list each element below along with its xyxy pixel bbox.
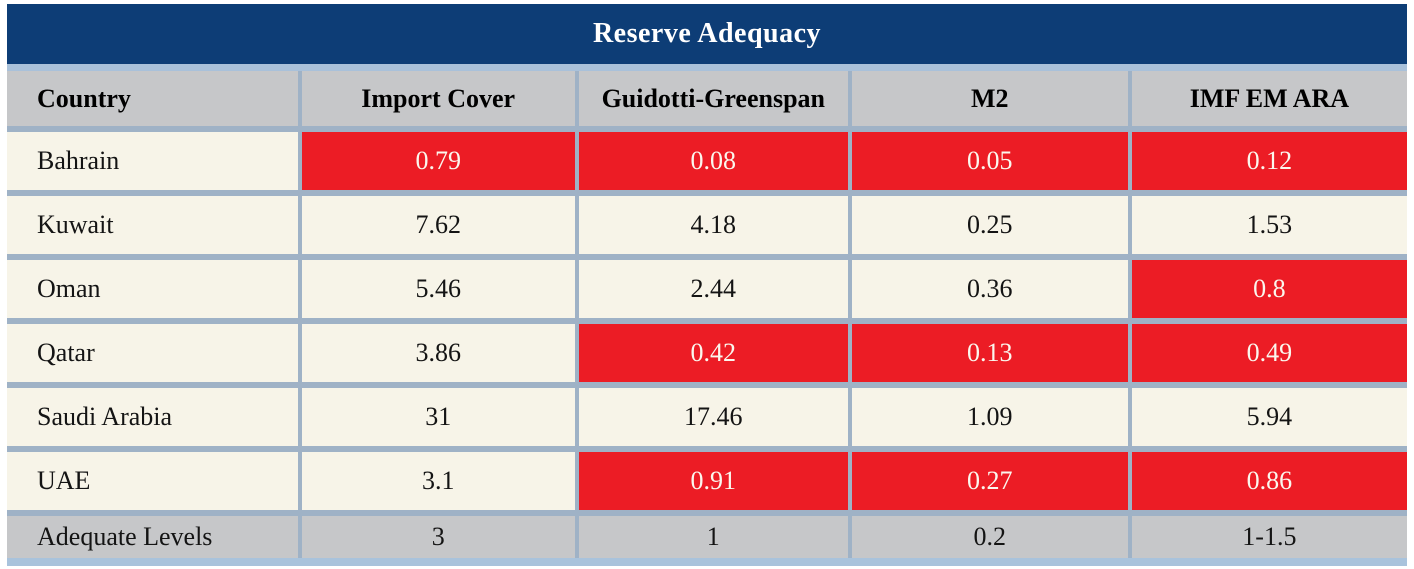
country-label-uae: UAE xyxy=(7,449,300,516)
cell-uae-imf-em-ara-alert: 0.86 xyxy=(1127,449,1407,516)
cell-kuwait-m2: 0.25 xyxy=(847,193,1130,260)
cell-oman-import-cover: 5.46 xyxy=(297,257,577,324)
column-header-m2: M2 xyxy=(847,71,1130,132)
country-label-saudi-arabia: Saudi Arabia xyxy=(7,385,300,452)
cell-oman-m2: 0.36 xyxy=(847,257,1130,324)
header-row: Country Import Cover Guidotti-Greenspan M2 I… xyxy=(7,71,1407,132)
table-title-bar: Reserve Adequacy xyxy=(7,4,1407,64)
cell-oman-imf-em-ara-alert: 0.8 xyxy=(1127,257,1407,324)
cell-bahrain-imf-em-ara-alert: 0.12 xyxy=(1127,129,1407,196)
adequate-levels-row: Adequate Levels 3 1 0.2 1-1.5 xyxy=(7,513,1407,566)
table-row-oman: Oman 5.46 2.44 0.36 0.8 xyxy=(7,257,1407,324)
table-row-saudi-arabia: Saudi Arabia 31 17.46 1.09 5.94 xyxy=(7,385,1407,452)
cell-kuwait-imf-em-ara: 1.53 xyxy=(1127,193,1407,260)
cell-qatar-guidotti-greenspan-alert: 0.42 xyxy=(574,321,850,388)
reserve-adequacy-table: Reserve Adequacy Country Import Cover Guid… xyxy=(7,4,1407,566)
column-header-country: Country xyxy=(7,71,300,132)
cell-saudi-arabia-guidotti-greenspan: 17.46 xyxy=(574,385,850,452)
data-table: Country Import Cover Guidotti-Greenspan M2 I… xyxy=(7,71,1407,566)
cell-qatar-m2-alert: 0.13 xyxy=(847,321,1130,388)
cell-uae-guidotti-greenspan-alert: 0.91 xyxy=(574,449,850,516)
country-label-kuwait: Kuwait xyxy=(7,193,300,260)
adequate-level-m2: 0.2 xyxy=(847,513,1130,566)
column-header-guidotti-greenspan: Guidotti-Greenspan xyxy=(574,71,850,132)
adequate-level-import-cover: 3 xyxy=(297,513,577,566)
column-header-import-cover: Import Cover xyxy=(297,71,577,132)
table-row-bahrain: Bahrain 0.79 0.08 0.05 0.12 xyxy=(7,129,1407,196)
table-row-uae: UAE 3.1 0.91 0.27 0.86 xyxy=(7,449,1407,516)
table-row-kuwait: Kuwait 7.62 4.18 0.25 1.53 xyxy=(7,193,1407,260)
column-header-imf-em-ara: IMF EM ARA xyxy=(1127,71,1407,132)
cell-uae-m2-alert: 0.27 xyxy=(847,449,1130,516)
cell-qatar-import-cover: 3.86 xyxy=(297,321,577,388)
cell-oman-guidotti-greenspan: 2.44 xyxy=(574,257,850,324)
title-divider xyxy=(7,64,1407,71)
cell-kuwait-import-cover: 7.62 xyxy=(297,193,577,260)
cell-saudi-arabia-imf-em-ara: 5.94 xyxy=(1127,385,1407,452)
cell-bahrain-guidotti-greenspan-alert: 0.08 xyxy=(574,129,850,196)
cell-bahrain-m2-alert: 0.05 xyxy=(847,129,1130,196)
table-row-qatar: Qatar 3.86 0.42 0.13 0.49 xyxy=(7,321,1407,388)
table-title: Reserve Adequacy xyxy=(592,18,822,49)
country-label-qatar: Qatar xyxy=(7,321,300,388)
adequate-level-imf-em-ara: 1-1.5 xyxy=(1127,513,1407,566)
country-label-oman: Oman xyxy=(7,257,300,324)
country-label-bahrain: Bahrain xyxy=(7,129,300,196)
cell-uae-import-cover: 3.1 xyxy=(297,449,577,516)
cell-bahrain-import-cover-alert: 0.79 xyxy=(297,129,577,196)
cell-kuwait-guidotti-greenspan: 4.18 xyxy=(574,193,850,260)
cell-saudi-arabia-m2: 1.09 xyxy=(847,385,1130,452)
adequate-level-guidotti-greenspan: 1 xyxy=(574,513,850,566)
cell-qatar-imf-em-ara-alert: 0.49 xyxy=(1127,321,1407,388)
cell-saudi-arabia-import-cover: 31 xyxy=(297,385,577,452)
adequate-levels-label: Adequate Levels xyxy=(7,513,300,566)
